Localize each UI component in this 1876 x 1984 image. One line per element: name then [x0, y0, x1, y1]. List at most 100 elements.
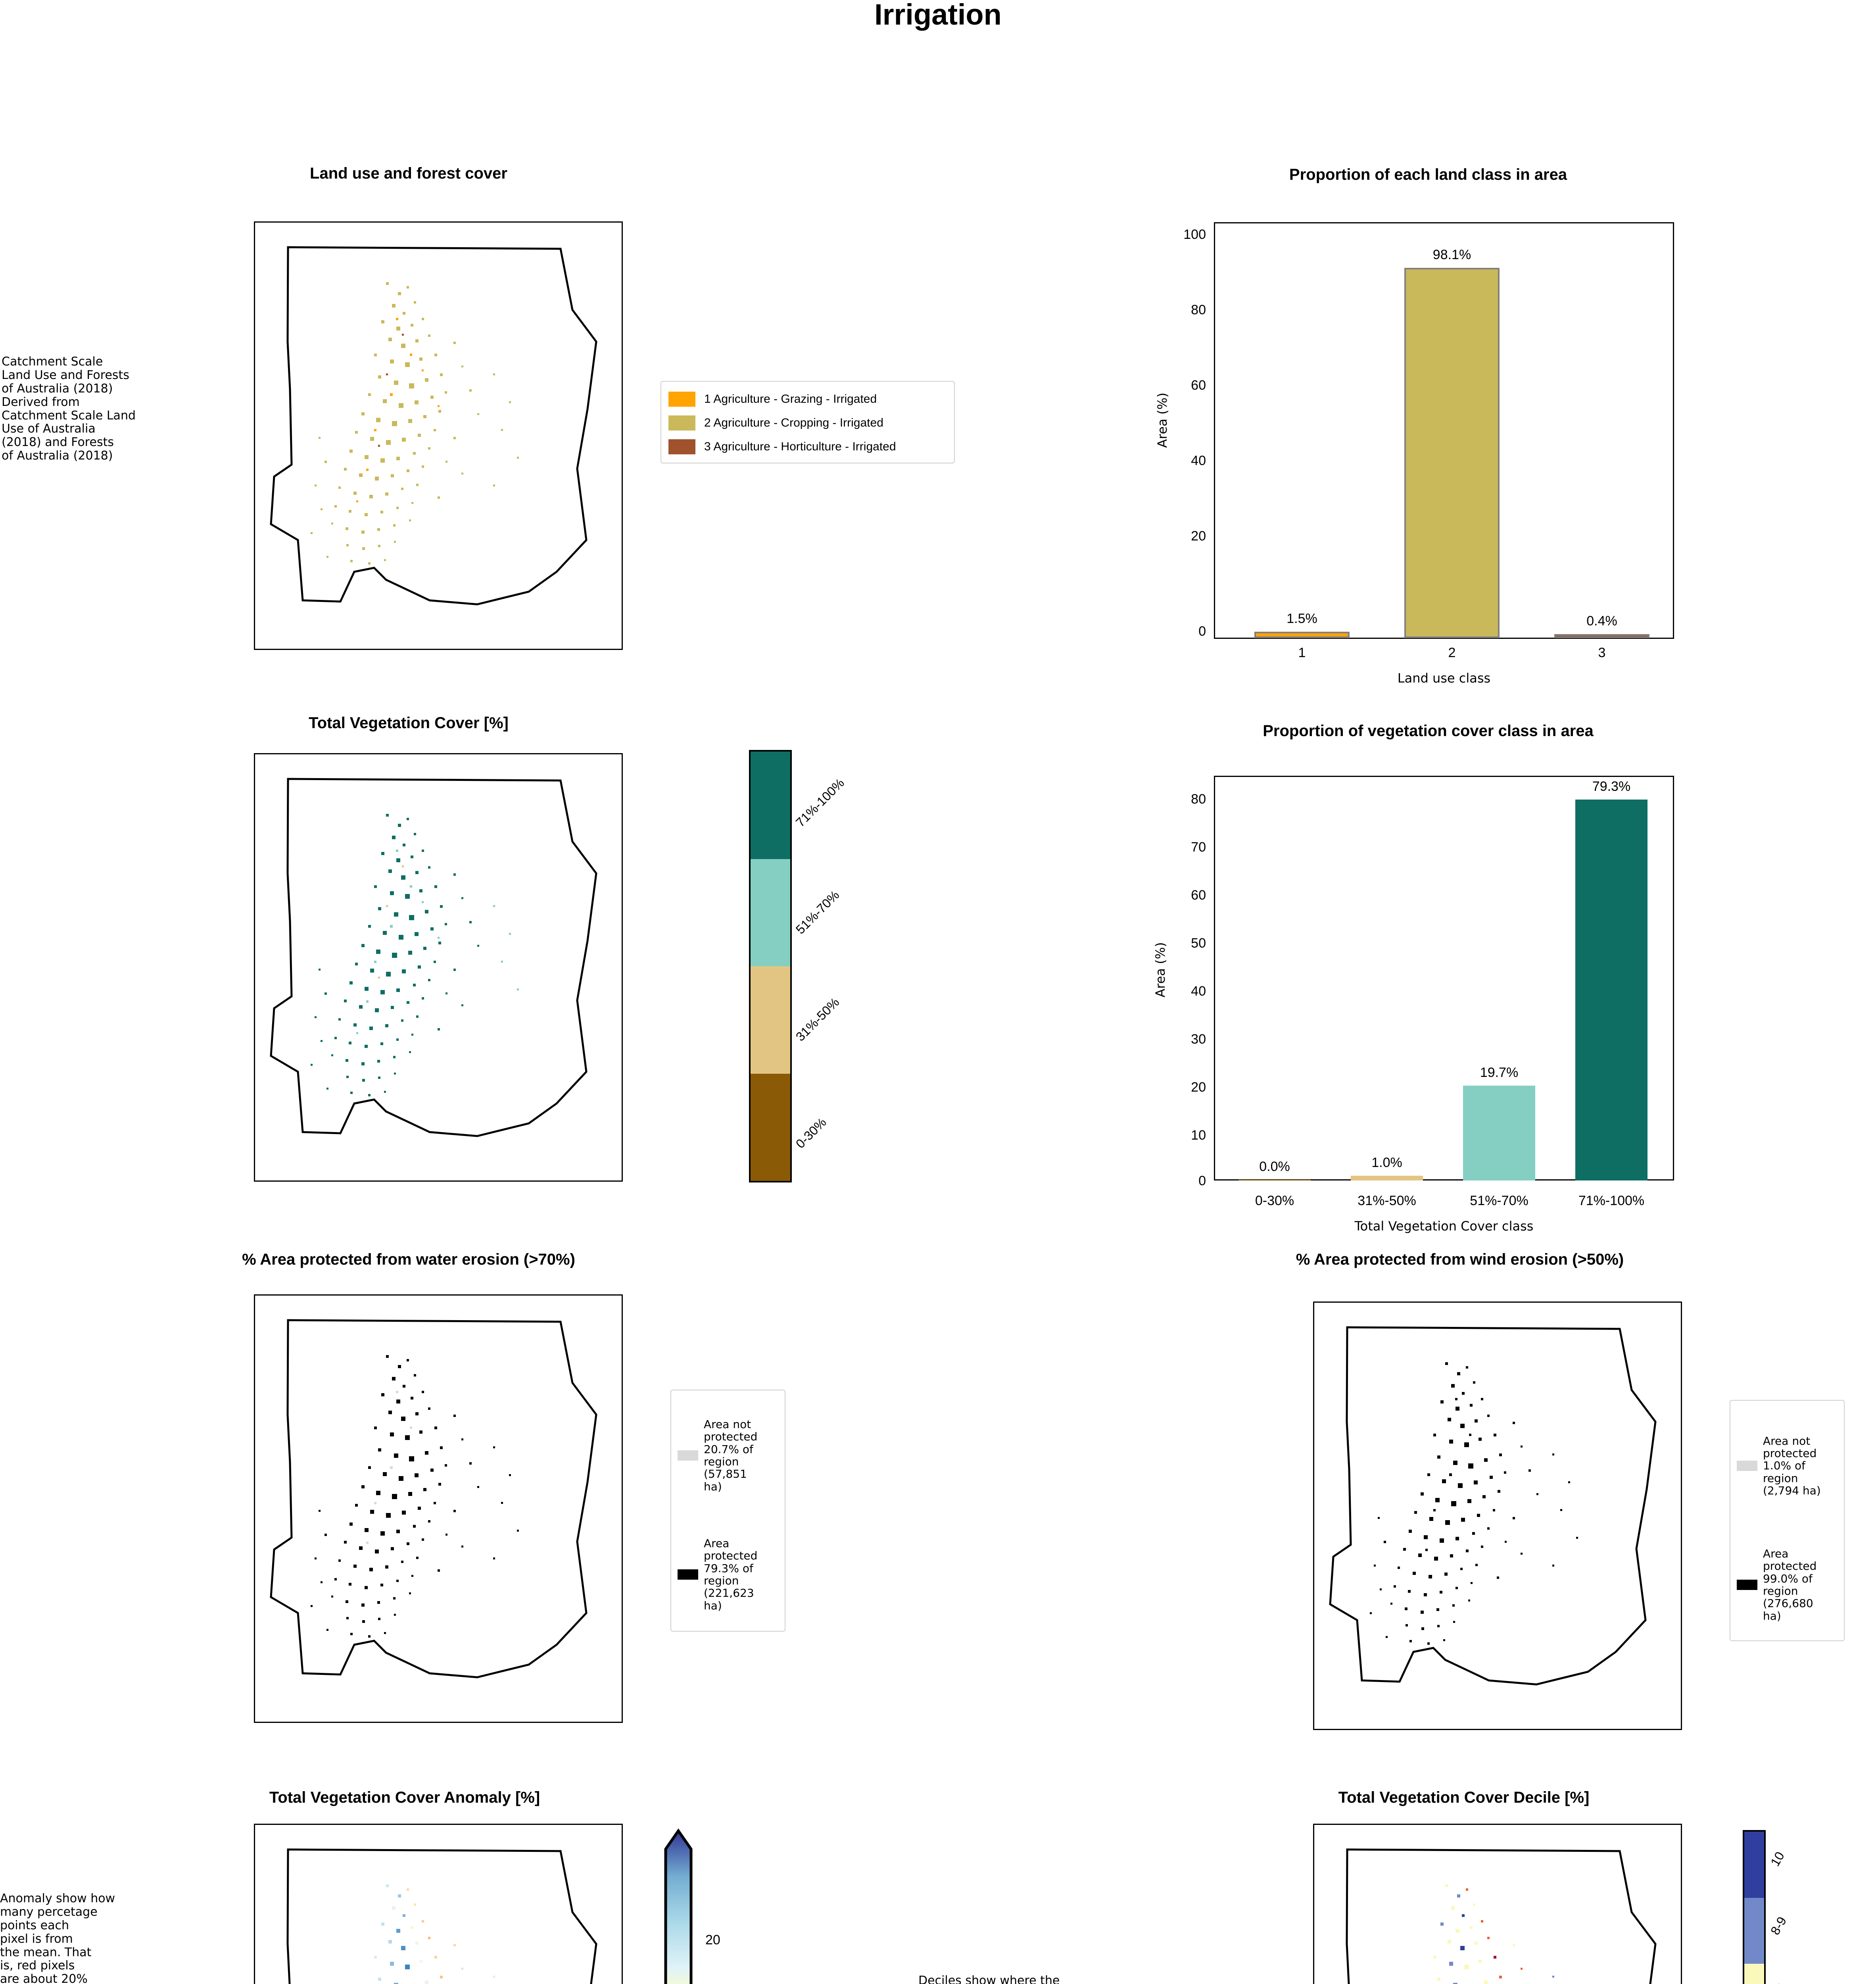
bar-label-veg-4: 79.3% [1592, 779, 1631, 794]
legend-row: Area protected 99.0% of region (276,680 … [1737, 1525, 1838, 1644]
colorbar-seg-31-50 [751, 966, 790, 1074]
legend-row: 3 Agriculture - Horticulture - Irrigated [668, 435, 947, 459]
legend-label-not-protected: Area not protected 20.7% of region (57,8… [704, 1417, 758, 1493]
wind-erosion-map[interactable] [1313, 1302, 1682, 1730]
legend-swatch-protected [678, 1569, 698, 1580]
legend-label-cropping: 2 Agriculture - Cropping - Irrigated [704, 416, 883, 429]
land-use-map-title: Land use and forest cover [310, 165, 507, 182]
colorbar-seg-71-100 [751, 752, 790, 859]
ytick: 80 [1191, 302, 1206, 317]
legend-row: 1 Agriculture - Grazing - Irrigated [668, 387, 947, 411]
decile-map[interactable] [1313, 1824, 1682, 1984]
decile-colorbar [1743, 1830, 1766, 1984]
ytick: 50 [1191, 936, 1206, 951]
bar-3[interactable] [1554, 634, 1649, 638]
wind-erosion-legend: Area not protected 1.0% of region (2,794… [1730, 1400, 1845, 1641]
veg-class-ylabel: Area (%) [1153, 942, 1168, 998]
ytick: 60 [1191, 888, 1206, 903]
ytick: 60 [1191, 378, 1206, 393]
land-use-legend: 1 Agriculture - Grazing - Irrigated 2 Ag… [661, 381, 955, 463]
decile-label-10: 10 [1767, 1849, 1787, 1869]
legend-swatch-horticulture [668, 439, 695, 454]
xtick: 0-30% [1255, 1193, 1294, 1208]
veg-class-chart[interactable]: 80 70 60 50 40 30 20 10 0 Area (%) 0.0% … [1150, 768, 1706, 1234]
bar-veg-2[interactable] [1351, 1176, 1423, 1180]
legend-swatch-protected [1737, 1580, 1757, 1590]
page-title: Irrigation [874, 0, 1002, 31]
colorbar-label-51-70: 51%-70% [793, 888, 842, 937]
land-use-map[interactable] [254, 221, 623, 650]
ytick: 0 [1198, 624, 1206, 639]
wind-erosion-map-canvas [1329, 1326, 1657, 1686]
xtick: 51%-70% [1470, 1193, 1528, 1208]
protected-pixels [1370, 1362, 1578, 1645]
legend-swatch-not-protected [1737, 1461, 1757, 1471]
colorbar-seg-10 [1744, 1832, 1764, 1898]
ytick: 40 [1191, 984, 1206, 999]
water-erosion-map-title: % Area protected from water erosion (>70… [242, 1251, 575, 1268]
water-erosion-legend: Area not protected 20.7% of region (57,8… [670, 1390, 785, 1632]
land-class-xlabel: Land use class [1397, 671, 1491, 686]
veg-cover-colorbar [749, 750, 792, 1182]
xtick: 31%-50% [1358, 1193, 1416, 1208]
anomaly-tick-20: 20 [705, 1932, 720, 1947]
land-class-ylabel: Area (%) [1155, 392, 1170, 448]
protected-pixels [311, 1355, 519, 1638]
wind-erosion-map-title: % Area protected from wind erosion (>50%… [1296, 1251, 1624, 1268]
colorbar-seg-8-9 [1744, 1897, 1764, 1964]
ytick: 20 [1191, 529, 1206, 544]
decile-side-note: Deciles show where the pixel value lies … [918, 1974, 1060, 1984]
anomaly-map-title: Total Vegetation Cover Anomaly [%] [269, 1789, 540, 1806]
bar-label-2: 98.1% [1432, 247, 1471, 262]
bar-label-1: 1.5% [1287, 611, 1317, 626]
legend-row: 2 Agriculture - Cropping - Irrigated [668, 411, 947, 435]
legend-swatch-grazing [668, 392, 695, 407]
water-erosion-map[interactable] [254, 1294, 623, 1723]
legend-row: Area not protected 1.0% of region (2,794… [1737, 1406, 1838, 1525]
xtick: 1 [1298, 645, 1306, 660]
veg-cover-pixels [311, 814, 479, 1096]
bar-label-veg-1: 0.0% [1259, 1159, 1290, 1174]
land-class-chart[interactable]: 100 80 60 40 20 0 Area (%) 1.5% 98.1% 0.… [1150, 214, 1706, 686]
bar-2[interactable] [1404, 268, 1500, 638]
decile-pixels [1433, 1884, 1554, 1984]
ytick: 0 [1198, 1173, 1206, 1188]
decile-map-canvas [1346, 1848, 1657, 1984]
bar-veg-3[interactable] [1463, 1086, 1535, 1180]
ytick: 30 [1191, 1032, 1206, 1047]
legend-row: Area protected 79.3% of region (221,623 … [678, 1515, 778, 1634]
xtick: 71%-100% [1578, 1193, 1645, 1208]
legend-swatch-not-protected [678, 1450, 698, 1461]
legend-label-protected: Area protected 79.3% of region (221,623 … [704, 1536, 758, 1612]
colorbar-label-71-100: 71%-100% [793, 775, 847, 830]
colorbar-label-0-30: 0-30% [793, 1115, 829, 1151]
ytick: 10 [1191, 1128, 1206, 1143]
ytick: 100 [1183, 227, 1206, 242]
decile-map-title: Total Vegetation Cover Decile [%] [1338, 1789, 1590, 1806]
bar-veg-4[interactable] [1575, 800, 1648, 1180]
anomaly-map-canvas [286, 1848, 597, 1984]
legend-swatch-cropping [668, 415, 695, 431]
colorbar-seg-0-30 [751, 1073, 790, 1181]
legend-label-grazing: 1 Agriculture - Grazing - Irrigated [704, 392, 877, 406]
anomaly-side-note: Anomaly show how many percetage points e… [0, 1892, 115, 1984]
ytick: 40 [1191, 453, 1206, 468]
anomaly-pixels [374, 1884, 495, 1984]
veg-cover-map-canvas [270, 778, 597, 1137]
anomaly-map[interactable] [254, 1824, 623, 1984]
bar-1[interactable] [1254, 632, 1350, 638]
ytick: 80 [1191, 792, 1206, 807]
legend-label-not-protected: Area not protected 1.0% of region (2,794… [1763, 1434, 1821, 1498]
veg-class-xlabel: Total Vegetation Cover class [1354, 1219, 1534, 1234]
decile-label-8-9: 8-9 [1767, 1914, 1790, 1938]
land-class-chart-title: Proportion of each land class in area [1289, 166, 1567, 183]
colorbar-seg-51-70 [751, 859, 790, 966]
land-use-side-note: Catchment Scale Land Use and Forests of … [2, 355, 136, 463]
land-use-pixels [311, 282, 519, 565]
water-erosion-map-canvas [270, 1319, 597, 1678]
decile-label-4-7: 4-7 [1768, 1982, 1790, 1984]
land-use-map-canvas [270, 246, 597, 606]
xtick: 3 [1598, 645, 1606, 660]
veg-cover-map-title: Total Vegetation Cover [%] [309, 714, 509, 732]
veg-cover-map[interactable] [254, 753, 623, 1182]
